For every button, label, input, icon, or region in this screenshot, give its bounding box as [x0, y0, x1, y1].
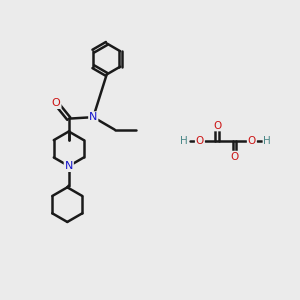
- Text: O: O: [213, 121, 221, 130]
- Text: O: O: [196, 136, 204, 146]
- Text: H: H: [263, 136, 271, 146]
- Text: N: N: [64, 161, 73, 171]
- Text: O: O: [52, 98, 61, 108]
- Text: O: O: [230, 152, 238, 162]
- Text: H: H: [181, 136, 188, 146]
- Text: O: O: [248, 136, 256, 146]
- Text: N: N: [89, 112, 98, 122]
